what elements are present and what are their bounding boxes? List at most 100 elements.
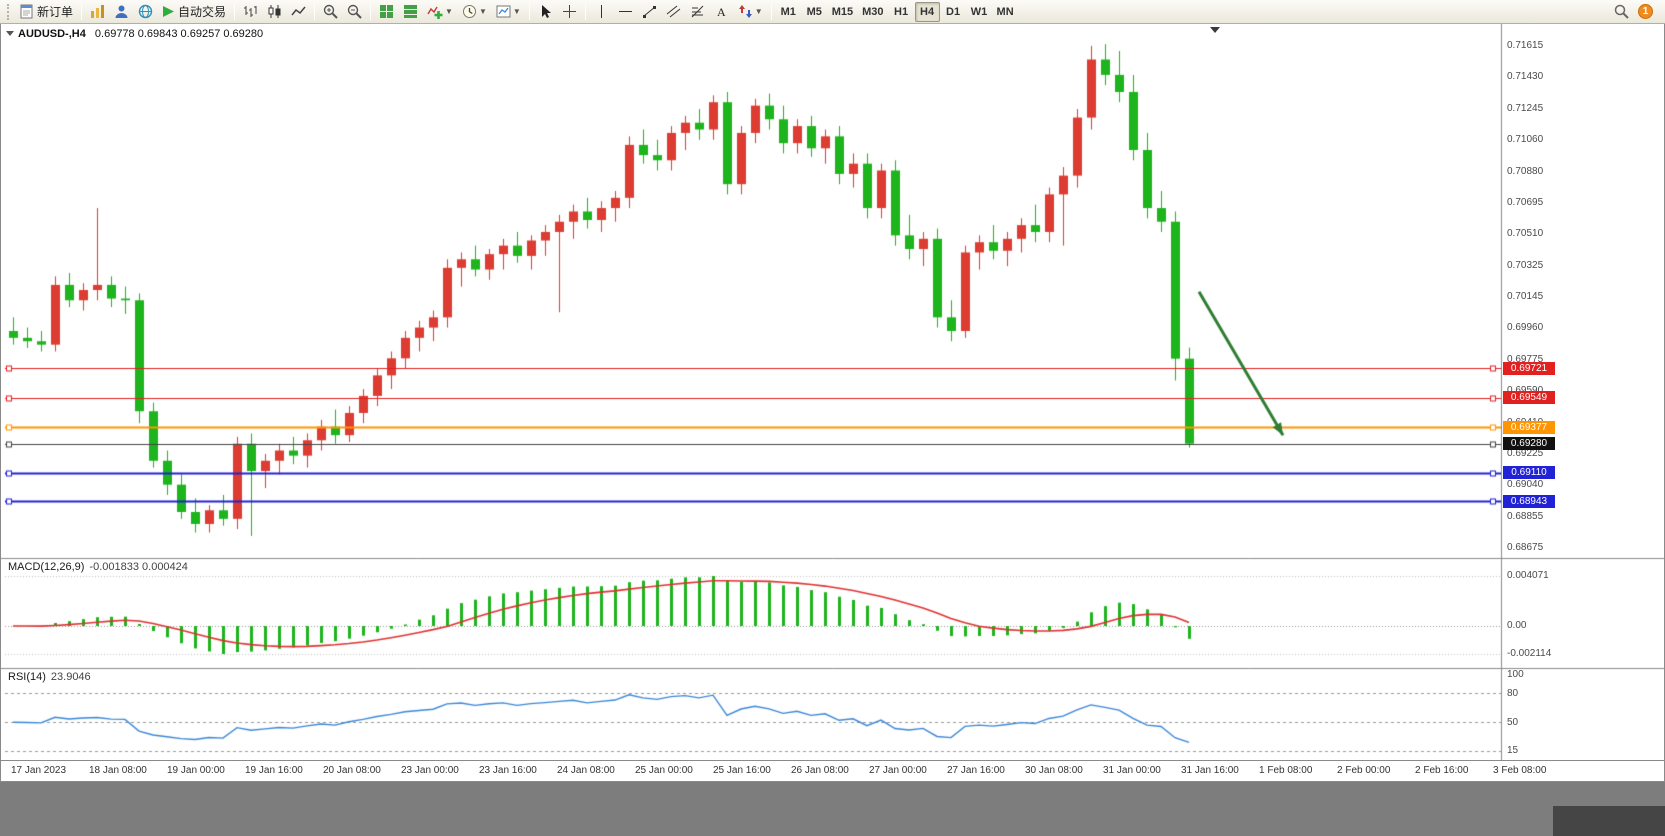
rsi-name: RSI(14)	[8, 671, 46, 683]
time-label: 2 Feb 16:00	[1415, 765, 1469, 776]
bar-chart-button[interactable]	[239, 2, 262, 22]
price-scale-label: 0.71060	[1507, 134, 1544, 146]
chevron-down-icon: ▼	[478, 7, 487, 16]
time-label: 19 Jan 00:00	[167, 765, 225, 776]
timeframe-toolbar: M1 M5 M15 M30 H1 H4 D1 W1 MN	[776, 1, 1018, 22]
candlestick-chart-button[interactable]	[263, 2, 286, 22]
chevron-down-icon: ▼	[445, 7, 453, 16]
timeframe-H1[interactable]: H1	[894, 5, 909, 18]
search-button[interactable]	[1610, 2, 1633, 22]
rsi-indicator-label: RSI(14) 23.9046	[8, 671, 91, 683]
autotrading-button[interactable]: 自动交易	[158, 2, 230, 22]
line-chart-button[interactable]	[287, 2, 310, 22]
time-label: 19 Jan 16:00	[245, 765, 303, 776]
timeframe-MN[interactable]: MN	[996, 5, 1014, 18]
market-watch-button[interactable]	[86, 2, 109, 22]
price-tag-0.69549: 0.69549	[1503, 391, 1555, 405]
time-label: 18 Jan 08:00	[89, 765, 147, 776]
time-label: 31 Jan 00:00	[1103, 765, 1161, 776]
price-scale-label: 0.68675	[1507, 542, 1544, 553]
horizontal-line-button[interactable]	[614, 2, 637, 22]
navigator-button[interactable]	[110, 2, 133, 22]
timeframe-H4[interactable]: H4	[914, 1, 940, 22]
trendline-icon	[642, 4, 657, 19]
terminal-button[interactable]	[134, 2, 157, 22]
one-click-trading-toggle[interactable]	[6, 31, 14, 36]
time-label: 23 Jan 00:00	[401, 765, 459, 776]
vertical-line-icon	[594, 4, 609, 19]
price-scale-label: 0.68855	[1507, 510, 1544, 522]
horizontal-line-icon	[618, 4, 633, 19]
timeframe-M5[interactable]: M5	[806, 5, 822, 18]
new-order-label: 新订单	[37, 5, 74, 19]
indicators-button[interactable]: ▼	[423, 2, 457, 22]
notification-count: 1	[1642, 6, 1649, 17]
templates-button[interactable]: ▼	[492, 2, 525, 22]
time-label: 27 Jan 16:00	[947, 765, 1005, 776]
chart-canvas[interactable]	[1, 24, 1664, 760]
autotrading-label: 自动交易	[178, 5, 227, 19]
zoom-in-button[interactable]	[319, 2, 342, 22]
time-label: 27 Jan 00:00	[869, 765, 927, 776]
new-order-icon	[19, 4, 34, 19]
chevron-down-icon: ▼	[754, 7, 763, 16]
toolbar-separator	[370, 3, 372, 20]
time-axis[interactable]: 17 Jan 2023 18 Jan 08:00 19 Jan 00:00 19 Ja…	[1, 760, 1664, 781]
price-scale-label: 0.71245	[1507, 102, 1544, 114]
fibonacci-button[interactable]	[686, 2, 709, 22]
macd-indicator-label: MACD(12,26,9) -0.001833 0.000424	[8, 561, 188, 573]
notifications-badge[interactable]: 1	[1638, 4, 1653, 19]
templates-icon	[496, 4, 511, 19]
timeframe-W1[interactable]: W1	[970, 5, 988, 18]
new-order-button[interactable]: 新订单	[15, 2, 77, 22]
time-label: 2 Feb 00:00	[1337, 765, 1391, 776]
rsi-scale-label: 15	[1507, 745, 1519, 756]
cursor-icon	[538, 4, 553, 19]
autotrading-play-icon	[162, 5, 175, 18]
price-scale-label: 0.71615	[1507, 40, 1544, 51]
channel-icon	[666, 4, 681, 19]
arrows-button[interactable]: ▼	[734, 2, 767, 22]
time-label: 26 Jan 08:00	[791, 765, 849, 776]
symbol-title: AUDUSD-,H4	[18, 28, 86, 40]
cursor-button[interactable]	[534, 2, 557, 22]
text-button[interactable]: A	[710, 2, 733, 22]
timeframe-M15[interactable]: M15	[831, 5, 854, 18]
price-scale-label: 0.70510	[1507, 228, 1544, 240]
search-icon	[1614, 4, 1629, 19]
price-scale-label: 0.69225	[1507, 447, 1544, 459]
time-label: 17 Jan 2023	[11, 765, 67, 776]
text-icon: A	[714, 4, 729, 19]
rsi-scale-label: 50	[1507, 717, 1519, 729]
toolbar-separator	[528, 3, 530, 20]
timeframe-M30[interactable]: M30	[862, 5, 884, 18]
toolbar-separator	[770, 3, 772, 20]
line-chart-icon	[291, 4, 306, 19]
periods-button[interactable]: ▼	[458, 2, 491, 22]
toolbar-separator	[81, 3, 83, 20]
crosshair-button[interactable]	[558, 2, 581, 22]
timeframe-D1[interactable]: D1	[946, 5, 961, 18]
timeframe-M1[interactable]: M1	[780, 5, 796, 18]
chart-window: AUDUSD-,H4 0.69778 0.69843 0.69257 0.692…	[0, 24, 1665, 782]
time-label: 3 Feb 08:00	[1493, 765, 1547, 776]
price-scale-label: 0.69775	[1507, 353, 1544, 365]
trendline-button[interactable]	[638, 2, 661, 22]
toolbar: 新订单 自动交易 ▼ ▼ ▼ A ▼	[0, 0, 1665, 24]
price-scale-label: 0.69590	[1507, 385, 1543, 396]
channel-button[interactable]	[662, 2, 685, 22]
toolbar-separator	[234, 3, 236, 20]
rsi-scale-label: 80	[1507, 688, 1519, 700]
time-label: 1 Feb 08:00	[1259, 765, 1313, 776]
cascade-windows-button[interactable]	[399, 2, 422, 22]
zoom-out-icon	[347, 4, 362, 19]
tile-windows-icon	[379, 4, 394, 19]
toolbar-grip[interactable]	[7, 3, 11, 20]
svg-text:A: A	[717, 5, 726, 19]
price-scale-label: 0.70880	[1507, 165, 1544, 177]
vertical-line-button[interactable]	[590, 2, 613, 22]
tile-windows-button[interactable]	[375, 2, 398, 22]
time-label: 30 Jan 08:00	[1025, 765, 1083, 776]
zoom-out-button[interactable]	[343, 2, 366, 22]
